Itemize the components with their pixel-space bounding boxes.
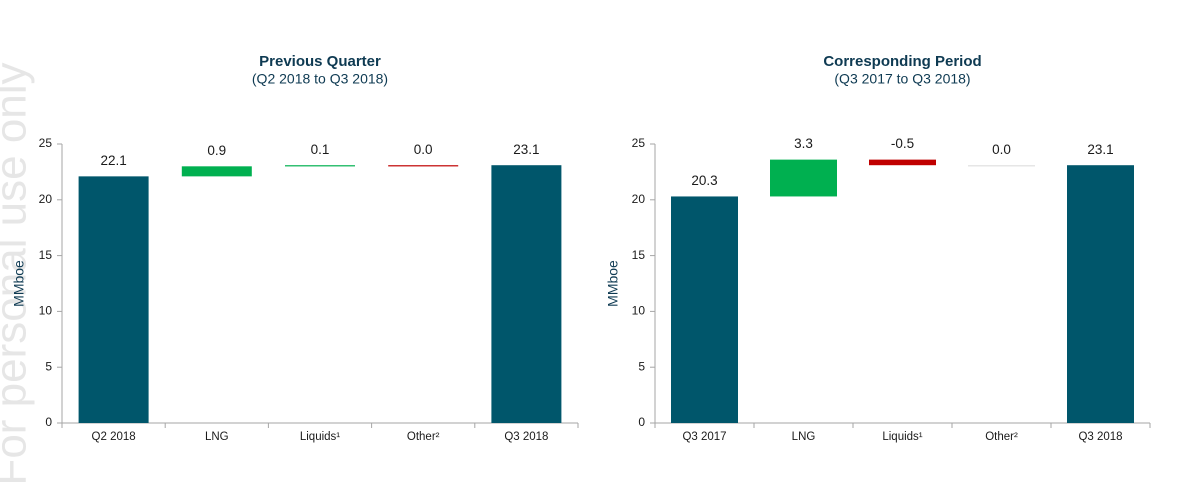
bar: [770, 159, 837, 197]
y-tick-label: 5: [45, 359, 52, 373]
value-label: 0.1: [311, 142, 330, 157]
x-tick-label: Q3 2018: [504, 431, 548, 443]
bar: [869, 159, 936, 166]
value-label: 0.0: [992, 142, 1011, 157]
y-tick-label: 25: [632, 136, 646, 150]
bar: [285, 165, 355, 167]
watermark: For personal use only: [0, 62, 36, 482]
y-tick-label: 15: [39, 248, 53, 262]
value-label: 0.9: [207, 143, 226, 158]
chart-subtitle: (Q3 2017 to Q3 2018): [834, 71, 970, 87]
x-tick-label: Other²: [407, 431, 440, 443]
x-tick-label: Liquids¹: [882, 431, 922, 443]
x-tick-label: LNG: [792, 431, 816, 443]
y-tick-label: 20: [39, 192, 53, 206]
bar: [671, 196, 738, 423]
y-tick-label: 10: [39, 304, 53, 318]
x-tick-label: Q3 2018: [1078, 431, 1122, 443]
value-label: 23.1: [513, 142, 539, 157]
y-tick-label: 10: [632, 304, 646, 318]
y-tick-label: 25: [39, 136, 53, 150]
value-label: 23.1: [1087, 142, 1113, 157]
x-tick-label: Q3 2017: [682, 431, 726, 443]
x-tick-label: Q2 2018: [92, 431, 136, 443]
bar: [968, 165, 1035, 167]
value-label: 3.3: [794, 136, 813, 151]
value-label: 0.0: [414, 142, 433, 157]
bar: [1067, 165, 1134, 424]
value-label: 22.1: [100, 153, 126, 168]
x-tick-label: Other²: [985, 431, 1018, 443]
chart-title: Corresponding Period: [823, 53, 981, 70]
bar: [491, 165, 562, 424]
bar: [181, 166, 252, 177]
y-tick-label: 0: [45, 415, 52, 429]
chart-subtitle: (Q2 2018 to Q3 2018): [252, 71, 388, 87]
value-label: 20.3: [691, 173, 717, 188]
y-axis-label: MMboe: [11, 260, 27, 307]
y-tick-label: 0: [638, 415, 645, 429]
x-tick-label: Liquids¹: [300, 431, 340, 443]
bar: [78, 176, 149, 423]
y-tick-label: 15: [632, 248, 646, 262]
value-label: -0.5: [891, 136, 914, 151]
bar: [388, 165, 459, 167]
x-tick-label: LNG: [205, 431, 229, 443]
y-tick-label: 20: [632, 192, 646, 206]
y-tick-label: 5: [638, 359, 645, 373]
y-axis-label: MMboe: [605, 260, 621, 307]
chart-title: Previous Quarter: [259, 53, 381, 70]
